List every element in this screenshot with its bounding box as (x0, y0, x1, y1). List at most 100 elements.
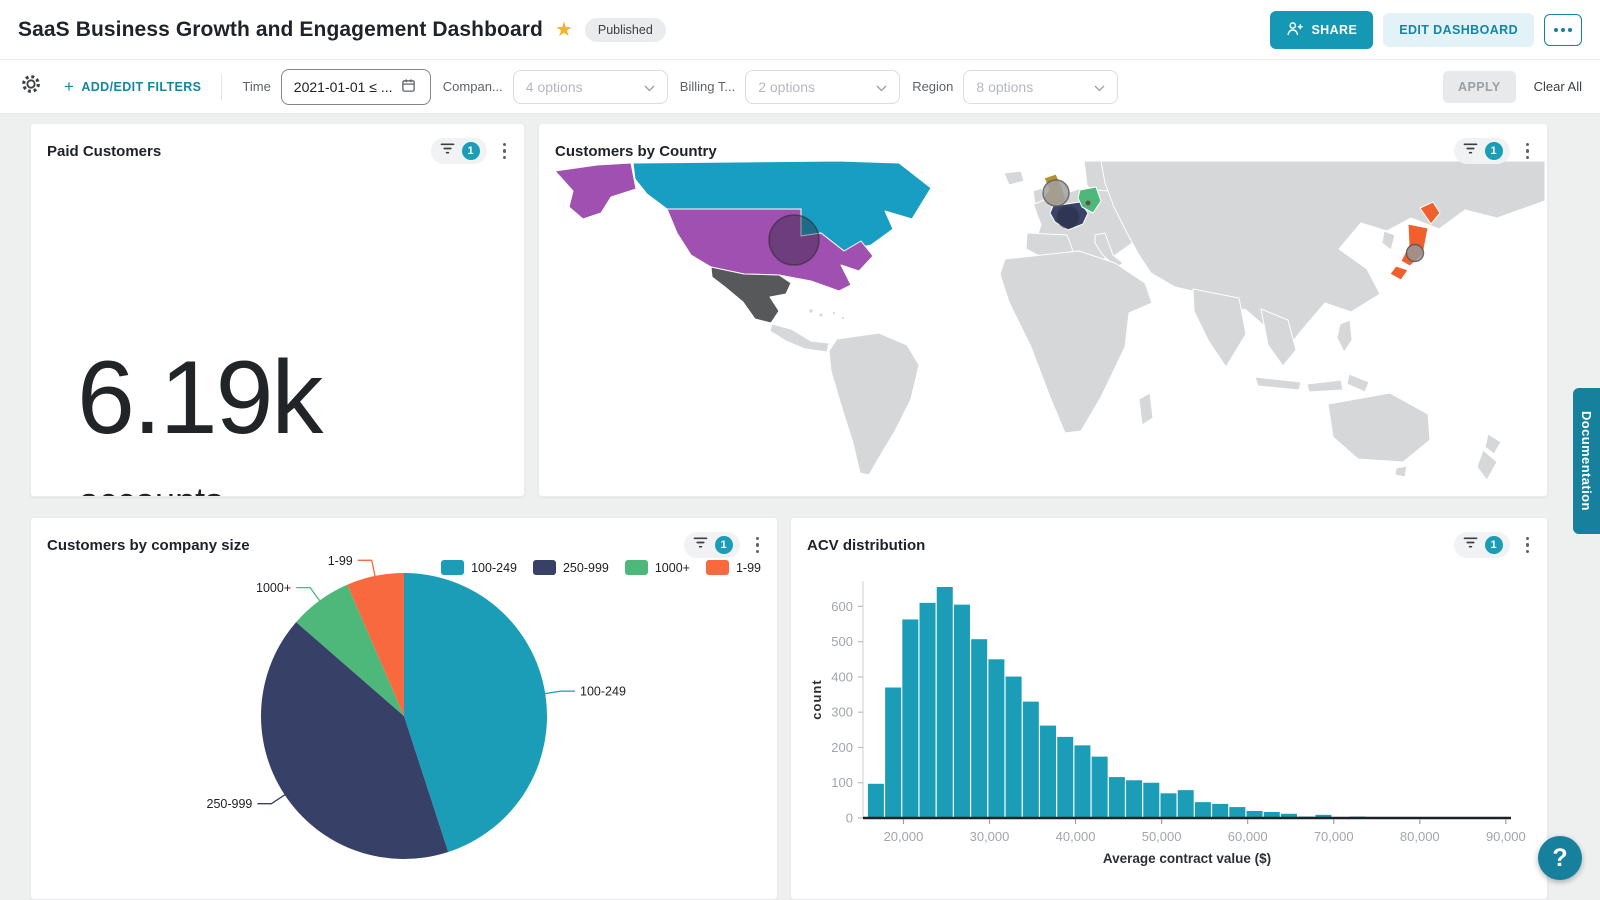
y-tick-label: 300 (831, 705, 853, 720)
hist-bar[interactable] (885, 687, 902, 818)
hist-bar[interactable] (1005, 676, 1022, 818)
card-filter-chip[interactable]: 1 (683, 532, 740, 558)
country-indonesia[interactable] (1254, 376, 1302, 391)
share-button[interactable]: SHARE (1270, 10, 1374, 49)
hist-bar[interactable] (1108, 777, 1125, 818)
kpi-value: 6.19k (77, 340, 323, 456)
funnel-icon (1463, 536, 1478, 554)
calendar-icon (401, 78, 416, 96)
card-head: Customers by company size 1 (31, 518, 777, 558)
apply-button[interactable]: APPLY (1443, 70, 1516, 103)
legend-label: 100-249 (471, 560, 517, 575)
hist-bar[interactable] (1177, 790, 1194, 818)
country-tasmania[interactable] (1394, 465, 1408, 478)
card-filter-chip[interactable]: 1 (430, 138, 487, 164)
hist-bar[interactable] (988, 659, 1005, 818)
filter-group-company: Compan... 4 options (443, 69, 668, 104)
legend-item[interactable]: 1000+ (624, 560, 690, 575)
country-australia[interactable] (1327, 392, 1431, 463)
country-philippines[interactable] (1336, 319, 1353, 353)
card-filter-chip[interactable]: 1 (1453, 138, 1510, 164)
map-bubble-france[interactable] (1056, 205, 1080, 229)
help-button[interactable]: ? (1538, 836, 1582, 880)
status-badge: Published (584, 17, 666, 42)
y-tick-label: 200 (831, 740, 853, 755)
country-korea[interactable] (1381, 230, 1396, 251)
hist-bar[interactable] (1091, 756, 1108, 818)
hist-bar[interactable] (1057, 736, 1074, 818)
header-more-button[interactable] (1544, 13, 1582, 46)
company-select[interactable]: 4 options (512, 69, 668, 104)
histogram-chart[interactable]: 0 100 200 300 400 500 600 20,000 30,000 40,000 50,… (791, 518, 1548, 900)
country-india[interactable] (1192, 288, 1247, 368)
kebab-menu-icon[interactable] (1522, 139, 1534, 164)
map-bubble-japan[interactable] (1405, 243, 1425, 263)
country-germany[interactable] (1077, 186, 1102, 214)
card-filter-chip[interactable]: 1 (1453, 532, 1510, 558)
billing-select[interactable]: 2 options (745, 69, 901, 104)
hist-bar[interactable] (1194, 802, 1211, 818)
country-alaska[interactable] (554, 162, 637, 220)
country-south-america[interactable] (828, 332, 920, 476)
country-new-zealand[interactable] (1484, 433, 1502, 455)
add-edit-filters-button[interactable]: + ADD/EDIT FILTERS (64, 77, 201, 97)
hist-bar[interactable] (1160, 793, 1177, 818)
country-indonesia[interactable] (1306, 379, 1344, 393)
legend-item[interactable]: 1-99 (705, 560, 761, 575)
kebab-menu-icon[interactable] (752, 533, 764, 558)
legend-item[interactable]: 100-249 (441, 560, 517, 575)
chevron-down-icon (1094, 79, 1105, 95)
hist-bar[interactable] (1074, 745, 1091, 818)
pie-slice[interactable] (261, 622, 449, 859)
favorite-star-icon[interactable]: ★ (554, 19, 573, 41)
hist-bar[interactable] (1229, 807, 1246, 818)
hist-bar[interactable] (1022, 701, 1039, 818)
kebab-menu-icon[interactable] (1522, 533, 1534, 558)
map-bubble-germany[interactable] (1085, 200, 1091, 206)
country-new-zealand[interactable] (1476, 449, 1498, 481)
region-se-asia[interactable] (1260, 308, 1297, 367)
hist-bar[interactable] (1280, 813, 1297, 818)
region-asia[interactable] (1100, 161, 1546, 352)
card-head: Customers by Country 1 (539, 124, 1547, 164)
country-indonesia[interactable] (1346, 373, 1370, 393)
hist-bar[interactable] (1315, 814, 1332, 818)
customers-by-company-size-card: Customers by company size 1 100-249 250-9… (30, 517, 778, 900)
edit-dashboard-button[interactable]: EDIT DASHBOARD (1383, 12, 1534, 47)
world-map[interactable] (539, 161, 1547, 497)
country-madagascar[interactable] (1138, 392, 1154, 426)
country-japan[interactable] (1389, 265, 1409, 281)
hist-bar[interactable] (1246, 810, 1263, 818)
hist-bar[interactable] (1040, 725, 1057, 818)
hist-bar[interactable] (971, 639, 988, 818)
hist-bar[interactable] (953, 604, 970, 818)
map-bubble-usa[interactable] (768, 214, 820, 266)
country-mexico[interactable] (710, 266, 792, 324)
hist-bar[interactable] (1263, 812, 1280, 818)
region-select-value: 8 options (976, 78, 1034, 95)
clear-all-button[interactable]: Clear All (1533, 79, 1582, 94)
hist-bar[interactable] (936, 586, 953, 818)
pie-chart[interactable]: 100-249 250-999 1000+ 1-99 (31, 518, 778, 900)
pie-slice[interactable] (347, 573, 404, 716)
country-iceland[interactable] (1003, 170, 1025, 186)
pie-slice[interactable] (296, 584, 404, 716)
legend-item[interactable]: 250-999 (532, 560, 609, 575)
hist-bar[interactable] (919, 602, 936, 818)
hist-bar[interactable] (1143, 782, 1160, 818)
pie-slice[interactable] (404, 573, 547, 853)
y-tick-label: 400 (831, 669, 853, 684)
kebab-menu-icon[interactable] (499, 139, 511, 164)
region-select[interactable]: 8 options (963, 69, 1119, 104)
country-central-america[interactable] (769, 323, 830, 353)
hist-bar[interactable] (1212, 803, 1229, 818)
filter-settings-button[interactable] (18, 74, 44, 100)
hist-bar[interactable] (867, 783, 884, 818)
documentation-tab[interactable]: Documentation (1573, 388, 1600, 534)
hist-bar[interactable] (1126, 780, 1143, 818)
region-africa[interactable] (999, 250, 1153, 434)
time-range-input[interactable]: 2021-01-01 ≤ ... (280, 68, 431, 105)
country-japan[interactable] (1419, 201, 1441, 225)
hist-bar[interactable] (902, 619, 919, 818)
map-bubble-uk[interactable] (1042, 179, 1070, 207)
